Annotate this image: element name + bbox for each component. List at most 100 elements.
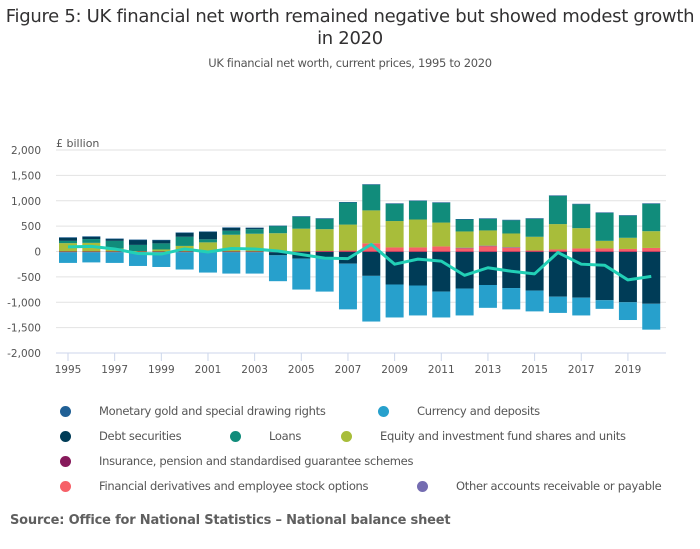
legend-label: Other accounts receivable or payable: [456, 479, 662, 493]
legend-label: Insurance, pension and standardised guar…: [99, 454, 414, 468]
legend-label: Financial derivatives and employee stock…: [99, 479, 369, 493]
bar-segment: [595, 240, 614, 249]
bar-segment: [572, 228, 591, 249]
bar-segment: [315, 218, 334, 230]
bar-segment: [222, 252, 241, 274]
legend-item-derivatives: Financial derivatives and employee stock…: [60, 479, 369, 493]
chart-plot: £ billion 2,000 1,500 1,000 500 0 -500 -1,000 -…: [7, 137, 666, 376]
x-tick-label: 1995: [55, 364, 82, 376]
bar-segment: [618, 215, 637, 238]
bar-segment: [59, 252, 77, 263]
legend-item-insurance: Insurance, pension and standardised guar…: [60, 454, 413, 468]
bar-segment: [198, 252, 217, 273]
bar-segment: [478, 218, 497, 231]
source-note: Source: Office for National Statistics –…: [10, 513, 451, 528]
bar-segment: [618, 237, 637, 249]
bar-segment: [362, 252, 381, 276]
legend-label: Currency and deposits: [417, 404, 540, 418]
bar-segment: [478, 245, 497, 252]
bar-segment: [128, 251, 147, 253]
bar-segment: [478, 251, 497, 253]
x-tick-label: 2001: [195, 364, 222, 376]
legend-label: Monetary gold and special drawing rights: [99, 404, 326, 418]
x-axis: 1995 1997 1999 2001 2003 2005 2007 2009 2011 2013…: [55, 352, 666, 376]
bar-segment: [502, 247, 521, 248]
bar-segment: [595, 300, 614, 309]
bar-segment: [315, 229, 334, 251]
y-tick-label: 0: [34, 247, 41, 259]
bar-segment: [198, 231, 217, 233]
bar-segment: [385, 203, 404, 204]
legend-dot-icon: [341, 430, 352, 442]
bar-segment: [222, 227, 241, 231]
bar-segment: [152, 251, 171, 253]
bar-segment: [478, 284, 497, 308]
bar-segment: [525, 218, 544, 219]
legend-dot-icon: [378, 405, 389, 417]
bar-segment: [128, 244, 147, 251]
bar-segment: [525, 236, 544, 251]
bar-segment: [525, 250, 544, 252]
legend-label: Equity and investment fund shares and un…: [380, 429, 626, 443]
bar-segment: [315, 250, 334, 252]
legend-item-equity: Equity and investment fund shares and un…: [341, 429, 626, 443]
bar-segment: [338, 250, 357, 252]
bar-segment: [455, 252, 474, 289]
bar-segment: [502, 219, 521, 221]
bar-segment: [198, 239, 217, 243]
bar-segment: [478, 230, 497, 246]
bar-segment: [338, 202, 357, 225]
x-tick-label: 2007: [335, 364, 362, 376]
bar-segment: [362, 243, 381, 252]
bar-segment: [59, 237, 77, 241]
bar-segment: [315, 218, 334, 219]
y-axis-ticks: 2,000 1,500 1,000 500 0 -500 -1,000 -1,500 -2,00…: [7, 145, 41, 360]
bar-segment: [642, 303, 661, 330]
bar-segment: [175, 251, 194, 253]
bar-segment: [642, 203, 661, 204]
bar-segment: [59, 243, 77, 252]
legend-dot-icon: [230, 430, 241, 442]
bar-segment: [175, 236, 194, 246]
bar-segment: [175, 232, 194, 234]
bar-segment: [618, 252, 637, 303]
legend-item-currency: Currency and deposits: [378, 404, 540, 418]
bar-segment: [408, 200, 427, 202]
x-tick-label: 2015: [521, 364, 548, 376]
bar-segment: [105, 238, 124, 241]
legend-label: Loans: [269, 429, 302, 443]
bar-segment: [525, 252, 544, 291]
bar-segment: [572, 297, 591, 316]
bar-segment: [502, 251, 521, 253]
y-tick-label: 1,000: [11, 196, 41, 208]
bar-segment: [548, 296, 567, 313]
legend-item-debt: Debt securities: [60, 429, 182, 443]
bar-segment: [478, 245, 497, 247]
legend-item-loans: Loans: [230, 429, 301, 443]
bar-segment: [455, 247, 474, 252]
bar-segment: [572, 251, 591, 253]
bar-segment: [292, 251, 311, 253]
bar-segment: [572, 248, 591, 252]
legend-item-gold: Monetary gold and special drawing rights: [60, 404, 326, 418]
bar-segment: [432, 202, 451, 203]
bar-segment: [268, 225, 287, 234]
bar-segment: [338, 202, 357, 203]
y-tick-label: 2,000: [11, 145, 41, 157]
x-tick-label: 2013: [475, 364, 502, 376]
bar-segment: [618, 215, 637, 216]
bar-segment: [338, 251, 357, 253]
bar-segment: [105, 251, 124, 253]
bar-segment: [245, 227, 264, 229]
bar-segment: [362, 275, 381, 322]
bar-segment: [595, 212, 614, 241]
bar-segment: [82, 236, 101, 237]
bar-segment: [595, 251, 614, 253]
bar-segment: [362, 251, 381, 253]
bar-segment: [642, 203, 661, 232]
bar-segment: [362, 210, 381, 244]
bar-segment: [245, 252, 264, 274]
x-tick-label: 2005: [288, 364, 315, 376]
y-tick-label: 500: [21, 221, 41, 233]
bar-segment: [152, 239, 171, 241]
